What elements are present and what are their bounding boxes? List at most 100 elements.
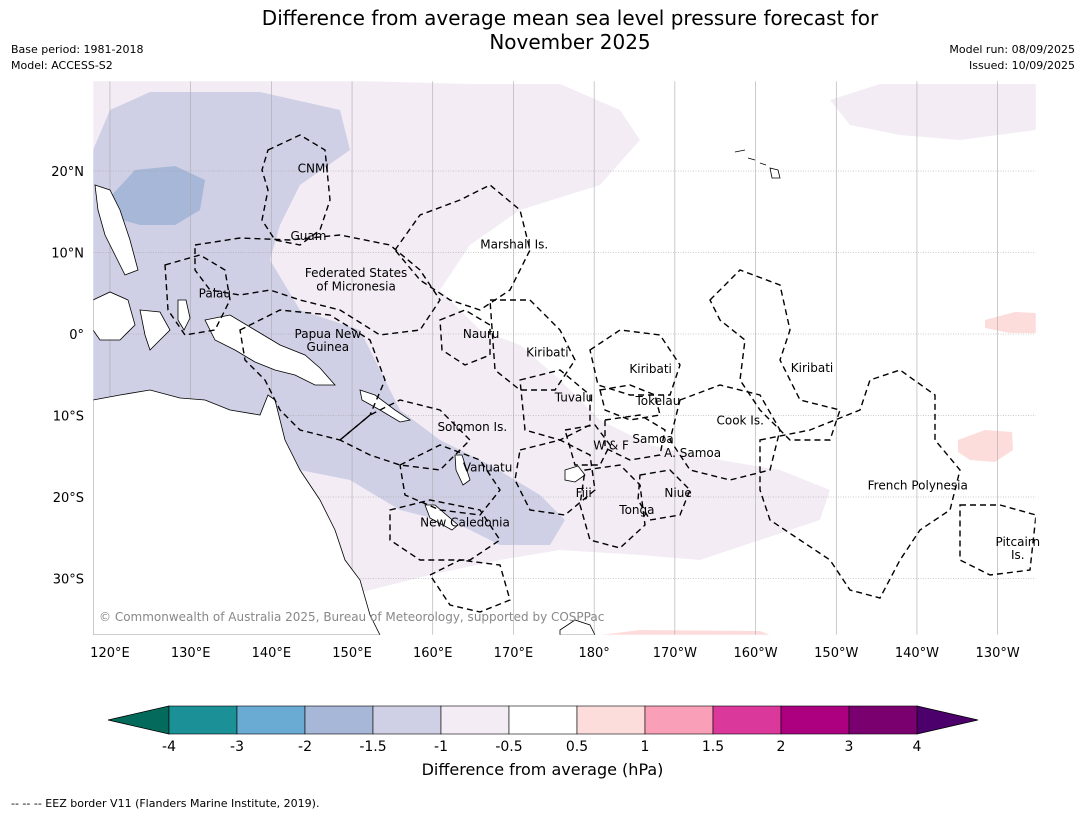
- eez-tuvalu: [519, 369, 591, 441]
- map-frame: [92, 80, 1037, 636]
- new-zealand-landmass: [559, 619, 596, 635]
- colorbar-label: Difference from average (hPa): [421, 760, 664, 779]
- new-caledonia-landmass: [424, 504, 459, 531]
- colorbar-segment: [644, 705, 714, 735]
- latitude-tick-label: 20°N: [51, 165, 84, 180]
- eez-kiribati-gilbert: [489, 299, 576, 391]
- region-label: Federated States: [305, 266, 407, 280]
- region-label: Marshall Is.: [480, 237, 548, 251]
- eez-pitcairn: [959, 504, 1036, 576]
- region-label: Guam: [290, 229, 326, 243]
- eez-tokelau: [599, 384, 661, 421]
- colorbar-tick-label: -3: [230, 739, 244, 755]
- longitude-tick-label: 150°W: [814, 646, 858, 661]
- region-label: Tuvalu: [554, 391, 594, 405]
- solomon-islands: [359, 389, 412, 423]
- colorbar-over-arrow: [916, 705, 979, 735]
- region-label: Kiribati: [791, 361, 833, 375]
- colorbar-segment: [440, 705, 510, 735]
- anomaly-region-plus0_5-south: [600, 630, 770, 635]
- eez-nz-north: [428, 559, 511, 613]
- colorbar-tick-label: -4: [162, 739, 176, 755]
- latitude-tick-label: 30°S: [53, 573, 84, 588]
- copyright-notice: © Commonwealth of Australia 2025, Bureau…: [99, 610, 604, 624]
- colorbar-segment: [236, 705, 306, 735]
- eez-legend: -- -- -- EEZ border V11 (Flanders Marine…: [11, 797, 320, 810]
- model-run: Model run: 08/09/2025: [949, 43, 1075, 56]
- philippines-landmass: [94, 184, 139, 276]
- colorbar-tick-label: 3: [845, 739, 854, 755]
- eez-solomon: [338, 399, 471, 471]
- latitude-tick-label: 10°S: [53, 410, 84, 425]
- region-label: Kiribati: [526, 346, 568, 360]
- region-label: Tokelau: [634, 394, 680, 408]
- new-guinea-landmass: [204, 314, 336, 386]
- longitude-tick-label: 170°W: [653, 646, 697, 661]
- region-label: Nauru: [463, 327, 499, 341]
- eez-samoa: [604, 414, 666, 461]
- australia-landmass: [93, 389, 381, 635]
- anomaly-field: [93, 81, 1036, 635]
- eez-png: [239, 309, 386, 441]
- model-info: Base period: 1981-2018 Model: ACCESS-S2: [11, 42, 143, 74]
- region-label: French Polynesia: [868, 479, 968, 493]
- model-name: Model: ACCESS-S2: [11, 59, 113, 72]
- anomaly-region-plus0_5-southeast: [958, 430, 1013, 462]
- hawaii-island: [769, 167, 781, 179]
- colorbar-segment: [304, 705, 374, 735]
- longitude-tick-labels: 120°E 130°E 140°E 150°E 160°E 170°E 180° 170°W 1…: [90, 646, 1020, 661]
- longitude-tick-label: 180°: [578, 646, 609, 661]
- eez-palau: [164, 254, 231, 336]
- eez-nauru: [439, 309, 491, 366]
- region-label: CNMI: [298, 162, 329, 176]
- colorbar-segment: [508, 705, 578, 735]
- vanuatu-islands: [454, 454, 471, 486]
- region-label: Niue: [664, 486, 691, 500]
- eez-kiribati-line: [709, 269, 841, 441]
- sulawesi-landmass: [139, 309, 171, 351]
- region-label: New Caledonia: [420, 515, 510, 529]
- colorbar-segment: [576, 705, 646, 735]
- title-line-1: Difference from average mean sea level p…: [261, 6, 879, 30]
- issued-date: Issued: 10/09/2025: [968, 59, 1075, 72]
- eez-fiji: [514, 439, 596, 516]
- colorbar-tick-label: 2: [777, 739, 786, 755]
- longitude-tick-label: 120°E: [90, 646, 130, 661]
- longitude-tick-label: 160°W: [733, 646, 777, 661]
- region-label: Solomon Is.: [437, 420, 507, 434]
- colorbar-tick-label: 4: [913, 739, 922, 755]
- longitude-tick-label: 170°E: [494, 646, 534, 661]
- eez-borders: [164, 134, 1036, 613]
- eez-wallis-futuna: [564, 424, 611, 466]
- region-label: Kiribati: [629, 362, 671, 376]
- region-label: A. Samoa: [664, 446, 721, 460]
- latitude-tick-label: 10°N: [51, 247, 84, 262]
- region-label: Is.: [1011, 548, 1025, 562]
- longitude-tick-label: 150°E: [332, 646, 372, 661]
- halmahera-landmass: [177, 299, 191, 331]
- hawaii-chain: [734, 149, 767, 166]
- region-label: W & F: [593, 439, 629, 453]
- colorbar-under-arrow: [107, 705, 170, 735]
- base-period: Base period: 1981-2018: [11, 43, 144, 56]
- anomaly-region-minus1_5: [112, 166, 205, 225]
- coastlines: [93, 149, 781, 635]
- colorbar-segment: [780, 705, 850, 735]
- colorbar-tick-label: -0.5: [495, 739, 522, 755]
- eez-new-caledonia: [389, 499, 501, 561]
- eez-cook: [669, 384, 781, 481]
- region-label: Tonga: [618, 503, 654, 517]
- colorbar-tick-label: 1: [641, 739, 650, 755]
- longitude-tick-label: 130°W: [976, 646, 1020, 661]
- region-label: Pitcairn: [996, 535, 1041, 549]
- title-line-2: November 2025: [489, 30, 651, 54]
- map-title: Difference from average mean sea level p…: [0, 6, 1085, 54]
- latitude-tick-label: 20°S: [53, 491, 84, 506]
- colorbar-tick-label: -2: [298, 739, 312, 755]
- longitude-tick-label: 160°E: [413, 646, 453, 661]
- region-label: of Micronesia: [316, 280, 396, 294]
- region-label: Vanuatu: [463, 461, 513, 475]
- eez-micronesia: [194, 234, 441, 336]
- anomaly-region-minus0_5-north: [830, 84, 1036, 140]
